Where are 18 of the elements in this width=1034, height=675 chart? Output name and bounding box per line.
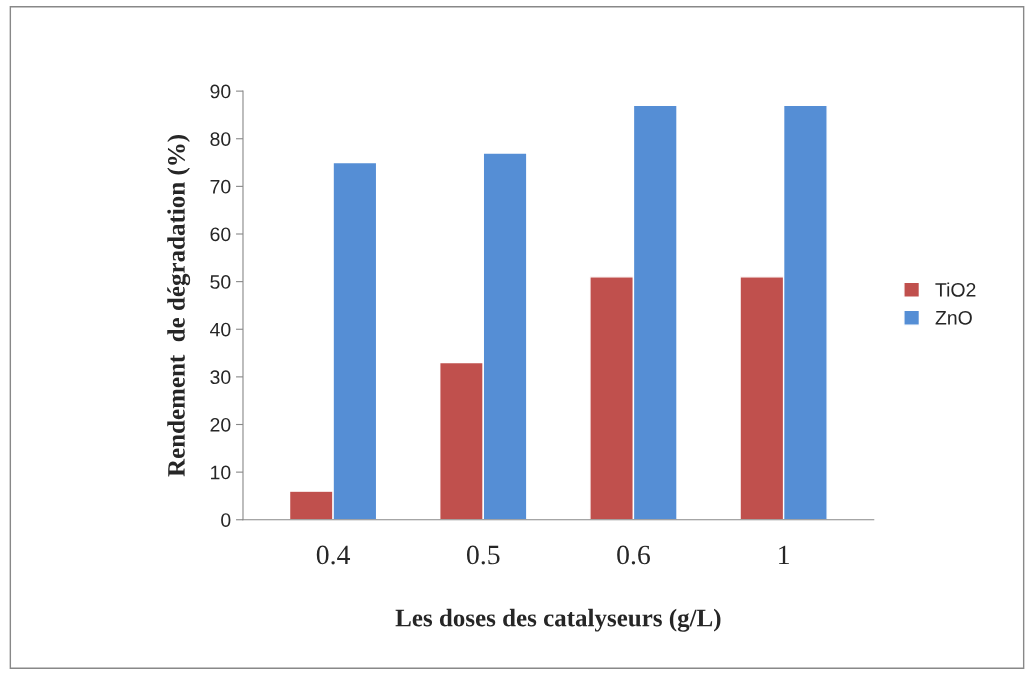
y-tick-label: 50: [210, 275, 231, 289]
y-tick-label: 0: [221, 513, 231, 527]
y-tick-label: 60: [210, 227, 231, 242]
x-axis-title: Les doses des catalyseurs (g/L): [395, 608, 721, 632]
y-tick-label: 40: [210, 322, 231, 337]
y-tick-label: 90: [210, 84, 231, 99]
x-tick-label: 0.6: [617, 545, 650, 565]
x-tick-label: 1: [779, 545, 789, 565]
y-tick-label: 10: [211, 465, 231, 480]
y-tick-label: 80: [210, 132, 231, 146]
y-tick-label: 20: [210, 417, 231, 432]
y-tick-label: 70: [210, 179, 231, 194]
x-tick-label: 0.5: [466, 545, 500, 565]
y-tick-label: 30: [210, 370, 231, 385]
legend-label: TiO2: [935, 282, 976, 297]
x-tick-label: 0.4: [316, 545, 351, 565]
legend-label: ZnO: [935, 310, 972, 325]
y-axis-title: Rendement de dégradation (%): [167, 135, 191, 477]
